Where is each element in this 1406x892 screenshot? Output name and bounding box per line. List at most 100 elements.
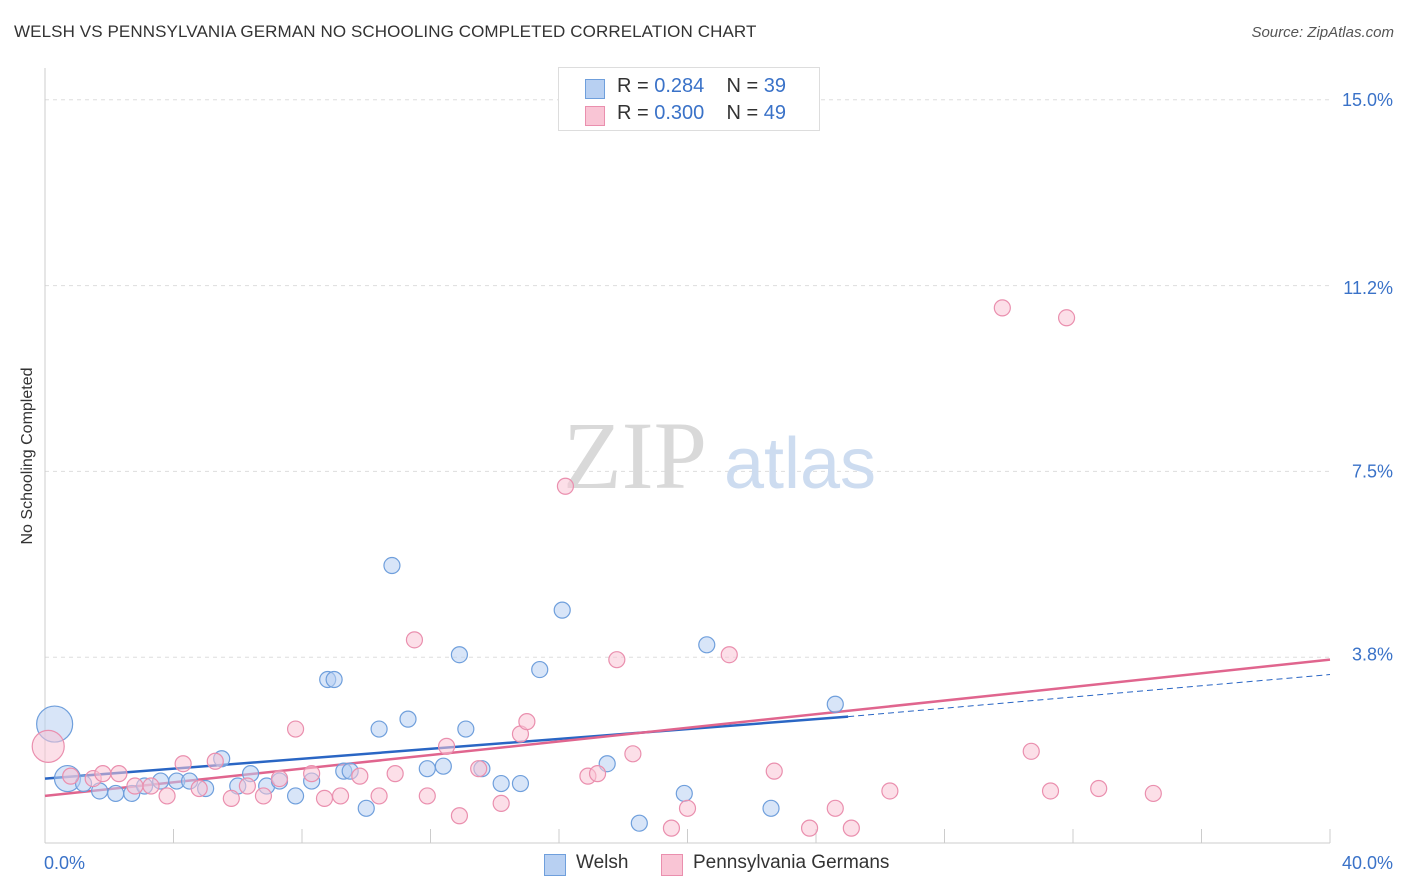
point-pa: [993, 299, 1011, 317]
source-credit: Source: ZipAtlas.com: [1251, 24, 1394, 41]
watermark-atlas: atlas: [724, 424, 876, 504]
point-welsh: [630, 814, 648, 832]
point-pa: [142, 777, 160, 795]
point-welsh: [286, 787, 305, 805]
bottom-legend-swatch-pa: [661, 854, 683, 876]
point-welsh: [511, 774, 530, 793]
data-points: [31, 299, 1162, 837]
point-pa: [303, 765, 321, 783]
trend-line-pa: [44, 658, 1331, 798]
point-welsh: [553, 601, 571, 619]
point-welsh: [434, 757, 452, 775]
point-welsh: [383, 556, 401, 575]
point-welsh: [325, 670, 343, 689]
y-tick-label: 15.0%: [1342, 90, 1393, 110]
point-welsh: [370, 720, 388, 738]
trend-line-dashed-welsh: [848, 674, 1331, 718]
point-pa: [405, 631, 424, 649]
point-welsh: [357, 799, 375, 817]
legend-n-label: N =: [726, 75, 764, 97]
point-welsh: [399, 710, 417, 728]
point-pa: [351, 767, 369, 785]
bottom-legend-swatch-welsh: [544, 854, 566, 876]
point-pa: [556, 477, 575, 495]
gridlines: [45, 99, 1330, 658]
point-pa: [518, 713, 536, 731]
watermark-zip: ZIP: [563, 402, 707, 509]
chart-title: WELSH VS PENNSYLVANIA GERMAN NO SCHOOLIN…: [14, 22, 757, 41]
x-tick-label: 0.0%: [44, 853, 85, 873]
point-pa: [62, 767, 80, 785]
point-pa: [126, 777, 144, 795]
point-pa: [158, 787, 176, 805]
legend-r-label: R =: [617, 102, 655, 124]
point-pa: [662, 819, 681, 837]
point-welsh: [531, 660, 549, 679]
point-welsh: [762, 799, 780, 817]
point-pa: [222, 789, 240, 808]
legend-r-label: R =: [617, 75, 655, 97]
point-pa: [588, 765, 607, 783]
point-pa: [842, 819, 860, 837]
point-welsh: [698, 636, 716, 654]
y-tick-label: 3.8%: [1352, 645, 1393, 665]
y-tick-label: 7.5%: [1352, 461, 1393, 481]
point-welsh: [826, 695, 844, 713]
point-pa: [678, 799, 697, 817]
point-pa: [174, 755, 192, 773]
bottom-legend-label-welsh: Welsh: [576, 852, 629, 873]
point-pa: [1057, 309, 1076, 327]
point-pa: [450, 807, 469, 825]
point-pa: [386, 765, 404, 783]
point-pa: [608, 651, 626, 669]
point-pa: [1041, 782, 1060, 800]
point-pa: [370, 787, 388, 805]
point-pa: [765, 762, 783, 780]
y-tick-label: 11.2%: [1343, 278, 1393, 298]
watermark: ZIP atlas: [563, 402, 876, 509]
point-pa: [800, 819, 819, 837]
x-tick-label: 40.0%: [1342, 853, 1393, 873]
point-pa: [720, 646, 738, 664]
legend-r-value: 0.300: [654, 102, 705, 124]
point-pa: [470, 760, 488, 778]
point-pa: [1022, 742, 1040, 760]
point-pa: [315, 789, 334, 808]
point-pa: [206, 752, 224, 770]
legend-swatch-welsh: [585, 79, 605, 99]
point-pa: [881, 782, 899, 800]
point-pa: [492, 794, 510, 812]
trend-lines: [44, 658, 1331, 798]
point-pa: [270, 769, 289, 788]
point-welsh: [492, 774, 510, 793]
legend-r-value: 0.284: [654, 75, 705, 97]
point-pa: [110, 765, 128, 783]
legend-n-label: N =: [726, 102, 764, 124]
point-pa: [31, 729, 65, 763]
point-pa: [286, 720, 305, 738]
point-pa: [1144, 784, 1162, 803]
bottom-legend-label-pa: Pennsylvania Germans: [693, 852, 890, 873]
point-welsh: [418, 760, 436, 778]
point-welsh: [450, 646, 469, 664]
point-welsh: [107, 784, 125, 803]
legend-n-value: 49: [763, 102, 787, 124]
point-pa: [254, 787, 273, 805]
point-pa: [826, 799, 844, 817]
point-pa: [418, 787, 436, 805]
point-welsh: [675, 784, 693, 803]
point-pa: [1090, 779, 1108, 798]
point-pa: [624, 745, 642, 763]
stats-legend: R = 0.284 N = 39 R = 0.300 N = 49: [558, 67, 820, 131]
legend-n-value: 39: [763, 75, 787, 97]
point-welsh: [457, 720, 475, 738]
point-pa: [190, 779, 208, 798]
tick-labels: 3.8% 7.5% 11.2% 15.0% 0.0% 40.0%: [44, 90, 1393, 873]
y-axis-label: No Schooling Completed: [19, 367, 36, 545]
legend-swatch-pa: [585, 106, 605, 126]
point-pa: [238, 777, 256, 795]
point-pa: [331, 787, 350, 805]
point-pa: [437, 737, 456, 755]
point-pa: [94, 765, 112, 783]
